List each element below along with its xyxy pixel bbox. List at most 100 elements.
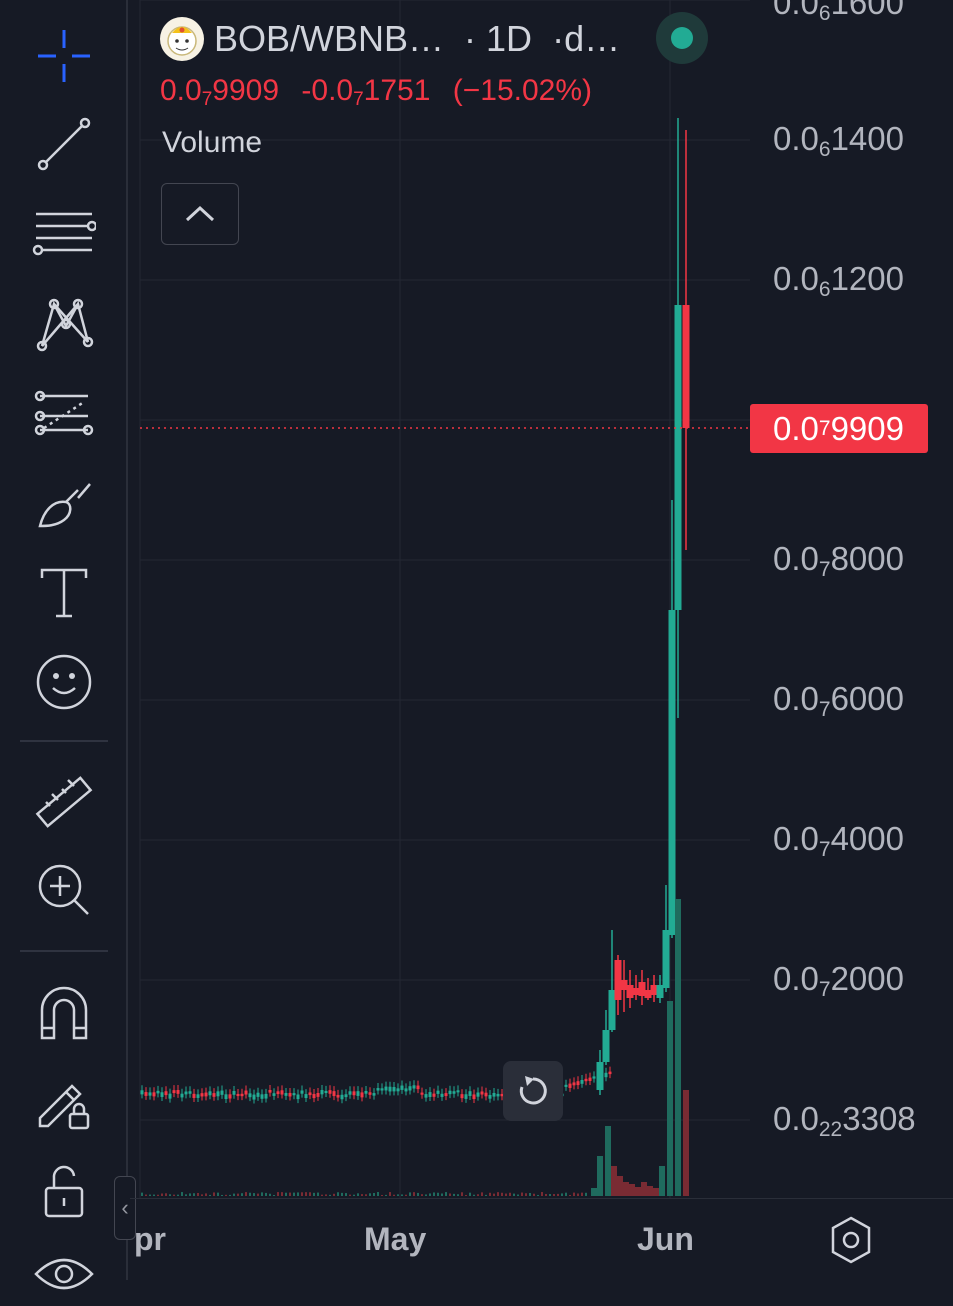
market-status-indicator[interactable] [656, 12, 708, 64]
volume-bar [565, 1193, 567, 1196]
chevron-up-icon [183, 202, 217, 226]
trend-line-tool[interactable] [28, 108, 100, 180]
candle-body [345, 1094, 348, 1097]
candle-body [325, 1091, 328, 1093]
candle-body [445, 1093, 448, 1096]
chart-pane[interactable] [130, 0, 750, 1198]
fib-retracement-tool[interactable] [28, 378, 100, 450]
volume-bar [169, 1194, 171, 1196]
candle-body [413, 1085, 416, 1088]
magnet-tool[interactable] [28, 976, 100, 1048]
candle-body [141, 1090, 144, 1094]
volume-bar [485, 1195, 487, 1196]
volume-bar [617, 1176, 623, 1196]
volume-bar [433, 1192, 435, 1196]
unlock-tool[interactable] [28, 1156, 100, 1228]
volume-bar [513, 1194, 515, 1196]
candle-body [161, 1092, 164, 1097]
candle-body [301, 1090, 304, 1093]
zoom-in-tool[interactable] [28, 854, 100, 926]
chart-settings-icon[interactable] [828, 1214, 874, 1266]
text-tool[interactable] [28, 556, 100, 628]
volume-bar [549, 1194, 551, 1196]
price-scale[interactable]: 0.061600 0.061400 0.061200 0.078000 0.07… [750, 0, 953, 1198]
candle-body [269, 1090, 272, 1093]
volume-bar [237, 1194, 239, 1196]
volume-bar [417, 1193, 419, 1196]
candle-body [615, 960, 622, 1000]
volume-bar [281, 1192, 283, 1196]
candle-body [603, 1030, 610, 1062]
horizontal-lines-tool[interactable] [28, 198, 100, 270]
volume-bar [313, 1193, 315, 1196]
volume-bar [217, 1193, 219, 1196]
volume-bar [405, 1195, 407, 1196]
lock-drawing-tool[interactable] [28, 1066, 100, 1138]
volume-bar [185, 1194, 187, 1196]
volume-bar [529, 1193, 531, 1196]
candlestick-chart[interactable] [130, 0, 750, 1198]
volume-bar [357, 1193, 359, 1196]
volume-bar [397, 1194, 399, 1196]
volume-legend[interactable]: Volume [162, 126, 262, 160]
brush-tool[interactable] [28, 466, 100, 538]
volume-bar [517, 1195, 519, 1196]
candle-body [473, 1094, 476, 1099]
pattern-tool[interactable] [28, 288, 100, 360]
last-price-badge: 0.0 7 9909 [750, 404, 928, 453]
toolbar-separator [20, 740, 108, 742]
price-label: 0.061600 [773, 0, 904, 26]
eye-tool[interactable] [28, 1234, 100, 1306]
candle-body [217, 1091, 220, 1096]
interval-label: 1D [486, 18, 532, 60]
emoji-tool[interactable] [28, 646, 100, 718]
volume-bar [541, 1192, 543, 1196]
volume-bar [377, 1192, 379, 1196]
volume-bar [277, 1192, 279, 1196]
candle-body [205, 1093, 208, 1097]
candle-body [273, 1093, 276, 1096]
candle-body [461, 1094, 464, 1098]
volume-bar [597, 1156, 603, 1196]
volume-bar [421, 1194, 423, 1196]
reset-chart-button[interactable] [503, 1061, 563, 1121]
candle-body [281, 1090, 284, 1094]
candle-body [437, 1091, 440, 1094]
volume-bar [381, 1195, 383, 1196]
candle-body [317, 1093, 320, 1097]
candle-body [381, 1088, 384, 1090]
candle-body [153, 1092, 156, 1096]
candle-body [573, 1082, 576, 1085]
volume-bar [265, 1193, 267, 1196]
trend-line-icon [32, 112, 96, 176]
candle-body [377, 1088, 380, 1090]
lock-drawing-icon [32, 1070, 96, 1134]
volume-bar [453, 1194, 455, 1196]
volume-bar [369, 1193, 371, 1196]
candle-body [433, 1094, 436, 1097]
volume-bar [561, 1193, 563, 1196]
symbol-legend[interactable]: BOB/WBNB… · 1D · d… [160, 16, 620, 62]
volume-bar [213, 1192, 215, 1196]
collapse-legend-button[interactable] [161, 183, 239, 245]
candle-body [293, 1093, 296, 1095]
candle-body [333, 1091, 336, 1096]
volume-bar [401, 1194, 403, 1196]
crosshair-tool[interactable] [28, 20, 100, 92]
candle-body [361, 1092, 364, 1097]
volume-bar [469, 1193, 471, 1196]
candle-body [341, 1095, 344, 1099]
ruler-tool[interactable] [28, 766, 100, 838]
candle-body [497, 1094, 500, 1097]
volume-bar [413, 1192, 415, 1196]
candle-body [651, 985, 658, 995]
volume-bar [193, 1193, 195, 1196]
candle-body [249, 1093, 252, 1097]
volume-bar [205, 1193, 207, 1196]
text-icon [32, 560, 96, 624]
volume-bar [333, 1194, 335, 1196]
candle-body [663, 930, 670, 988]
candle-body [657, 985, 664, 998]
volume-bar [177, 1195, 179, 1196]
candle-body [605, 1073, 608, 1077]
